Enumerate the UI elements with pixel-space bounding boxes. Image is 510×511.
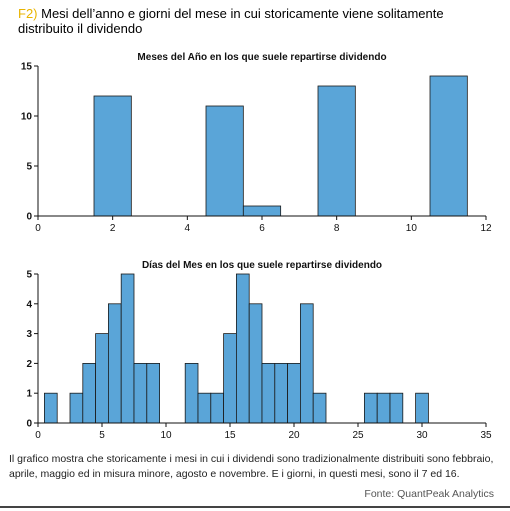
x-tick-label: 8 <box>334 223 340 234</box>
bar <box>205 105 244 217</box>
y-tick-label: 3 <box>26 329 32 340</box>
x-tick-label: 35 <box>480 430 492 441</box>
bar <box>235 273 250 424</box>
figure-title-text: Mesi dell’anno e giorni del mese in cui … <box>18 6 444 36</box>
bar <box>223 333 237 424</box>
bar <box>69 392 84 424</box>
x-tick-label: 10 <box>406 223 418 234</box>
y-tick-label: 2 <box>26 359 32 370</box>
bar <box>415 392 429 424</box>
bar <box>287 362 301 424</box>
x-tick-label: 0 <box>35 223 41 234</box>
y-tick-label: 0 <box>26 212 32 223</box>
bar <box>82 362 97 424</box>
y-tick-label: 1 <box>26 389 32 400</box>
bar <box>299 303 314 424</box>
bar <box>248 303 263 424</box>
bar <box>429 75 468 217</box>
bar <box>133 362 148 424</box>
bottom-divider <box>0 506 510 508</box>
x-tick-label: 25 <box>352 430 364 441</box>
bar <box>261 362 276 424</box>
chart-title: Meses del Año en los que suele repartirs… <box>137 52 386 63</box>
y-tick-label: 4 <box>26 299 32 310</box>
chart-title: Días del Mes en los que suele repartirse… <box>142 260 382 271</box>
x-tick-label: 2 <box>110 223 116 234</box>
x-tick-label: 0 <box>35 430 41 441</box>
y-tick-label: 0 <box>26 419 32 430</box>
bar <box>146 362 161 424</box>
bar <box>317 85 356 217</box>
x-tick-label: 30 <box>416 430 428 441</box>
y-tick-label: 5 <box>26 270 32 281</box>
figure-title: F2) Mesi dell’anno e giorni del mese in … <box>18 6 498 36</box>
bar <box>312 392 327 424</box>
bar <box>389 392 404 424</box>
bar <box>108 303 122 424</box>
figure-tag: F2) <box>18 6 38 21</box>
charts-svg: Meses del Año en los que suele repartirs… <box>21 52 492 441</box>
x-tick-label: 6 <box>259 223 265 234</box>
bar <box>95 333 109 424</box>
bar <box>363 392 378 424</box>
figure-source: Fonte: QuantPeak Analytics <box>364 488 494 500</box>
bar <box>242 205 282 217</box>
x-tick-label: 15 <box>224 430 236 441</box>
x-tick-label: 5 <box>99 430 105 441</box>
bar <box>376 392 391 424</box>
y-tick-label: 5 <box>26 162 32 173</box>
chart-days: Días del Mes en los que suele repartirse… <box>26 260 492 441</box>
y-tick-label: 15 <box>21 62 33 73</box>
x-tick-label: 12 <box>480 223 492 234</box>
chart-months: Meses del Año en los que suele repartirs… <box>21 52 492 234</box>
bar <box>93 95 132 217</box>
bar <box>210 392 225 424</box>
bar <box>274 362 288 424</box>
x-tick-label: 10 <box>160 430 172 441</box>
y-tick-label: 10 <box>21 112 33 123</box>
bar <box>197 392 212 424</box>
bar <box>184 362 199 424</box>
bar <box>44 392 58 424</box>
figure-caption: Il grafico mostra che storicamente i mes… <box>9 453 494 480</box>
x-tick-label: 20 <box>288 430 300 441</box>
x-tick-label: 4 <box>185 223 191 234</box>
bar <box>120 273 135 424</box>
